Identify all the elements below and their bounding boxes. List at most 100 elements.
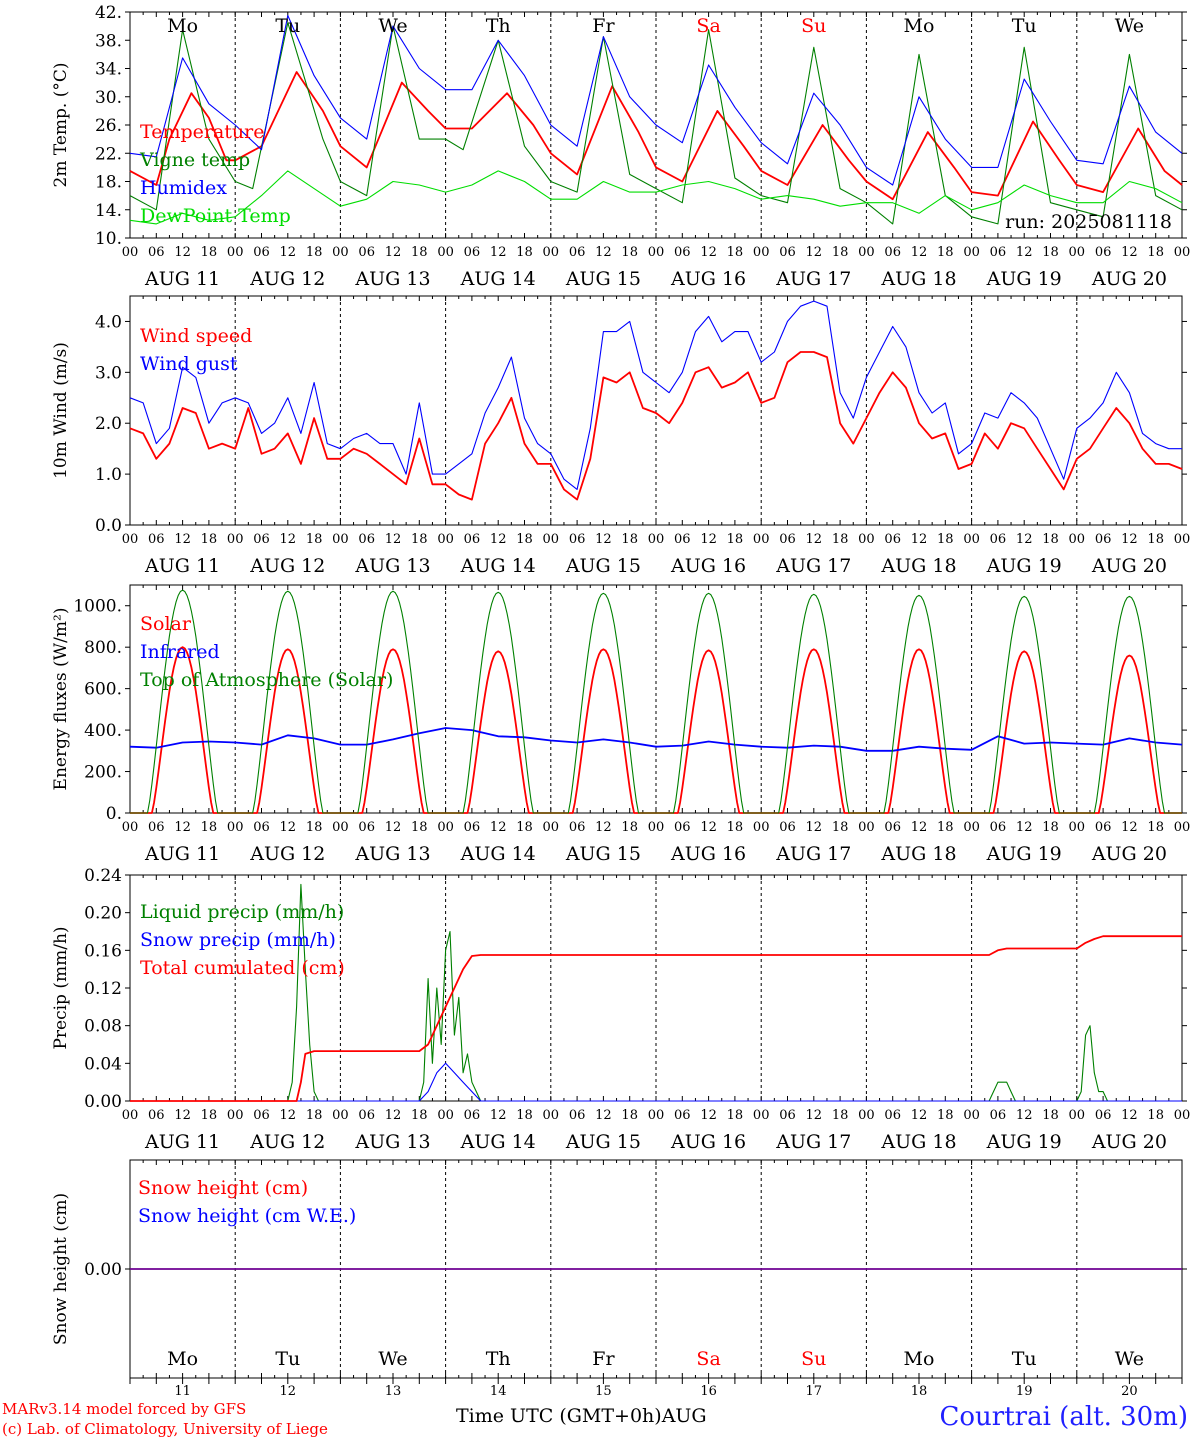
hour-tick-label: 12 — [700, 532, 717, 547]
hour-tick-label: 12 — [280, 820, 297, 835]
y-tick-label: 18. — [95, 173, 122, 193]
panel-1 — [125, 11, 1187, 239]
y-tick-label: 1000. — [73, 597, 122, 617]
legend-entry: Solar — [140, 613, 192, 635]
hour-tick-label: 06 — [990, 532, 1007, 547]
hour-tick-label: 06 — [1095, 1108, 1112, 1123]
date-label: AUG 20 — [1091, 268, 1167, 290]
hour-tick-label: 06 — [464, 532, 481, 547]
hour-tick-label: 00 — [1069, 532, 1086, 547]
panel-5 — [125, 1159, 1187, 1379]
hour-tick-label: 00 — [858, 532, 875, 547]
hour-tick-label: 06 — [779, 532, 796, 547]
hour-tick-label: 00 — [122, 1108, 139, 1123]
hour-tick-label: 06 — [253, 245, 270, 260]
hour-tick-label: 18 — [727, 1108, 744, 1123]
hour-tick-label: 18 — [727, 820, 744, 835]
legend-entry: Temperature — [140, 121, 264, 143]
series-line-top-of-atmosphere-solar- — [130, 589, 1182, 814]
hour-tick-label: 00 — [1174, 532, 1191, 547]
hour-tick-label: 12 — [1121, 532, 1138, 547]
y-tick-label: 0. — [106, 804, 122, 824]
legend-entry: Wind gust — [140, 353, 238, 375]
date-label: AUG 11 — [144, 1131, 220, 1153]
series-line-snow-precip-mm-h- — [130, 1062, 1182, 1102]
weekday-label: Tu — [275, 1348, 300, 1370]
hour-tick-label: 06 — [464, 820, 481, 835]
weekday-label: Su — [801, 15, 826, 37]
legend-entry: Vigne temp — [139, 149, 250, 171]
hour-tick-label: 06 — [779, 245, 796, 260]
y-tick-label: 22. — [95, 144, 122, 164]
hour-tick-label: 00 — [963, 1108, 980, 1123]
hour-tick-label: 00 — [122, 245, 139, 260]
legend-entry: Liquid precip (mm/h) — [140, 901, 344, 923]
hour-tick-label: 06 — [674, 532, 691, 547]
date-label: AUG 18 — [880, 268, 956, 290]
hour-tick-label: 00 — [543, 532, 560, 547]
date-label: AUG 19 — [986, 843, 1062, 865]
y-tick-label: 38. — [95, 31, 122, 51]
hour-tick-label: 00 — [1069, 1108, 1086, 1123]
hour-tick-label: 18 — [1042, 820, 1059, 835]
date-label: AUG 20 — [1091, 555, 1167, 577]
date-label: AUG 11 — [144, 843, 220, 865]
hour-tick-label: 18 — [201, 532, 218, 547]
hour-tick-label: 12 — [280, 1108, 297, 1123]
date-label: AUG 13 — [354, 555, 430, 577]
hour-tick-label: 12 — [490, 532, 507, 547]
date-label: AUG 11 — [144, 268, 220, 290]
y-axis-label: Snow height (cm) — [51, 1193, 71, 1345]
panel-2 — [125, 295, 1187, 526]
hour-tick-label: 06 — [674, 1108, 691, 1123]
y-tick-label: 0.08 — [84, 1017, 122, 1037]
y-tick-label: 600. — [84, 680, 122, 700]
hour-tick-label: 06 — [884, 1108, 901, 1123]
hour-tick-label: 18 — [201, 1108, 218, 1123]
hour-tick-label: 06 — [674, 245, 691, 260]
y-axis-label: Energy fluxes (W/m²) — [51, 608, 71, 791]
hour-tick-label: 18 — [516, 532, 533, 547]
series-line-wind-speed — [129, 351, 1183, 501]
hour-tick-label: 18 — [832, 532, 849, 547]
hour-tick-label: 00 — [963, 820, 980, 835]
hour-tick-label: 00 — [1174, 245, 1191, 260]
y-tick-label: 30. — [95, 88, 122, 108]
date-label: AUG 11 — [144, 555, 220, 577]
hour-tick-label: 00 — [963, 532, 980, 547]
y-tick-label: 42. — [95, 3, 122, 23]
hour-tick-label: 18 — [937, 532, 954, 547]
y-tick-label: 4.0 — [95, 312, 122, 332]
weekday-label: Th — [486, 1348, 511, 1370]
weekday-label: Sa — [696, 1348, 720, 1370]
hour-tick-label: 12 — [174, 245, 191, 260]
hour-tick-label: 00 — [963, 245, 980, 260]
hour-tick-label: 12 — [385, 245, 402, 260]
y-tick-label: 0.20 — [84, 904, 122, 924]
weekday-label: Th — [486, 15, 511, 37]
hour-tick-label: 18 — [727, 245, 744, 260]
hour-tick-label: 06 — [569, 820, 586, 835]
date-label: AUG 14 — [460, 555, 536, 577]
hour-tick-label: 18 — [621, 532, 638, 547]
date-label: AUG 20 — [1091, 1131, 1167, 1153]
legend-entry: Snow height (cm) — [138, 1177, 308, 1199]
hour-tick-label: 12 — [385, 1108, 402, 1123]
y-tick-label: 10. — [95, 229, 122, 249]
date-label: AUG 13 — [354, 1131, 430, 1153]
hour-tick-label: 00 — [437, 532, 454, 547]
hour-tick-label: 00 — [122, 532, 139, 547]
day-number-label: 17 — [806, 1384, 823, 1399]
hour-tick-label: 18 — [201, 245, 218, 260]
date-label: AUG 12 — [249, 843, 325, 865]
date-label: AUG 15 — [565, 268, 641, 290]
y-tick-label: 2.0 — [95, 414, 122, 434]
legend-entry: Infrared — [140, 641, 220, 663]
hour-tick-label: 00 — [332, 532, 349, 547]
y-tick-label: 1.0 — [95, 465, 122, 485]
panel-3 — [125, 584, 1187, 814]
hour-tick-label: 18 — [1147, 532, 1164, 547]
date-label: AUG 14 — [460, 843, 536, 865]
hour-tick-label: 18 — [1147, 1108, 1164, 1123]
